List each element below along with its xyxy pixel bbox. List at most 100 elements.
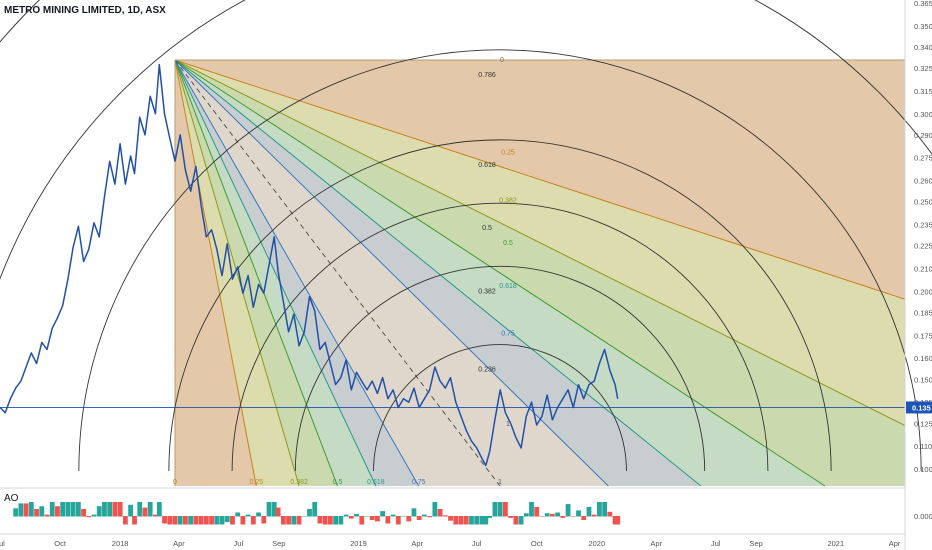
price-tick-label: 0.110 (914, 442, 932, 451)
ao-indicator-label[interactable]: AO (4, 493, 19, 504)
ao-bar (271, 502, 277, 517)
bottom-level-label: 0 (173, 479, 177, 486)
ao-bar (28, 502, 34, 517)
ao-bar (411, 508, 417, 517)
last-price-label: 0.135 (912, 403, 931, 412)
fan-level-label: 0.5 (503, 240, 513, 247)
ao-bar (497, 502, 503, 517)
ao-bar (34, 509, 39, 517)
chart-title: METRO MINING LIMITED, 1D, ASX (4, 5, 166, 16)
price-tick-label: 0.350 (914, 22, 932, 31)
time-tick-label: Sep (749, 539, 762, 548)
ao-bar (487, 516, 493, 518)
arc-level-label: 0.786 (478, 72, 496, 79)
ao-bar (416, 516, 422, 520)
ao-bar (437, 509, 443, 517)
time-tick-label: Apr (411, 539, 423, 548)
ao-bar (565, 504, 571, 517)
ao-bar (162, 516, 167, 524)
ao-bar (286, 516, 292, 525)
ao-bar (581, 516, 587, 520)
time-tick-label: Oct (531, 539, 544, 548)
ao-bar (44, 514, 50, 517)
price-tick-label: 0.125 (914, 419, 932, 428)
ao-bar (518, 516, 524, 525)
ao-bar (177, 516, 183, 525)
ao-bar (296, 516, 302, 525)
fan-line-lower-3 (174, 59, 338, 487)
ao-bar (354, 513, 359, 517)
time-tick-label: 2019 (350, 539, 367, 548)
ao-bar (156, 502, 162, 517)
ao-bar (453, 516, 459, 525)
ao-bar (401, 516, 406, 517)
price-line (0, 63, 619, 467)
ao-histogram (0, 487, 905, 525)
fan-line-upper-5 (174, 59, 609, 487)
ao-bar (390, 514, 396, 517)
ao-bar (188, 516, 194, 525)
ao-bar (230, 516, 235, 525)
fan-zone-lower-6 (175, 60, 500, 486)
fib-arc-5 (0, 0, 932, 280)
ao-bar (422, 514, 427, 517)
fan-level-label: 0.75 (501, 331, 515, 338)
ao-bar (479, 516, 485, 525)
ao-bar (513, 516, 519, 525)
ao-bar (18, 503, 24, 517)
price-tick-label: 0.100 (914, 465, 932, 474)
fib-arc-0 (373, 344, 627, 472)
price-tick-label: 0.250 (914, 198, 932, 207)
ao-bar (266, 502, 272, 517)
ao-bar (75, 502, 81, 517)
ao-bar (60, 502, 66, 517)
price-axis: 0.365 0.350 0.340 0.325 0.315 0.300 0.290 0.275… (904, 0, 932, 550)
ao-bar (219, 516, 225, 525)
fib-arcs (0, 0, 932, 472)
ao-bar (534, 506, 540, 517)
ao-bar (385, 516, 391, 524)
fan-fills (175, 60, 905, 486)
ao-bar (245, 514, 251, 517)
ao-bar (380, 511, 386, 517)
ao-bar (523, 513, 529, 517)
ao-bar (117, 502, 123, 517)
time-tick-label: Apr (650, 539, 662, 548)
ao-bar (502, 502, 508, 517)
ao-bar (483, 516, 489, 525)
ao-bar (550, 513, 555, 517)
ao-bar (586, 506, 592, 517)
fan-level-label: 0.25 (501, 150, 515, 157)
fib-arc-1 (294, 265, 706, 472)
time-tick-label: Sep (272, 539, 285, 548)
arc-level-label: 0.236 (478, 367, 496, 374)
ao-bar (167, 516, 173, 525)
arc-level-label: 0.382 (478, 288, 496, 295)
ao-bar (147, 502, 153, 517)
fan-labels: 0 0.25 0.382 0.5 0.618 0.75 1 0.25 0.382 0.5 0.618… (173, 57, 517, 486)
ao-bar (607, 511, 613, 517)
time-tick-label: Oct (54, 539, 67, 548)
time-axis: Jul Oct 2018 Apr Jul Sep 2019 Apr Jul Oct 2020 Apr J… (0, 533, 905, 548)
ao-bar (49, 502, 55, 517)
ao-bar (529, 502, 534, 517)
ao-bar (275, 507, 281, 517)
price-tick-label: 0.315 (914, 87, 932, 96)
fan-line-lower-1 (174, 59, 257, 487)
price-tick-label: 0.300 (914, 110, 932, 119)
bottom-level-label: 1 (498, 479, 502, 486)
ao-bar (280, 516, 286, 525)
ao-bar (492, 502, 498, 517)
ao-bar (142, 507, 148, 517)
ao-bar (375, 516, 380, 522)
ao-bar (122, 516, 128, 525)
ao-bar (395, 516, 401, 525)
price-tick-label: 0.210 (914, 265, 932, 274)
ao-bar (240, 516, 246, 525)
time-tick-label: Jul (711, 539, 721, 548)
price-tick-label: 0.325 (914, 64, 932, 73)
price-tick-label: 0.225 (914, 242, 932, 251)
time-tick-label: Jul (472, 539, 482, 548)
fan-line-upper-3 (174, 59, 826, 487)
